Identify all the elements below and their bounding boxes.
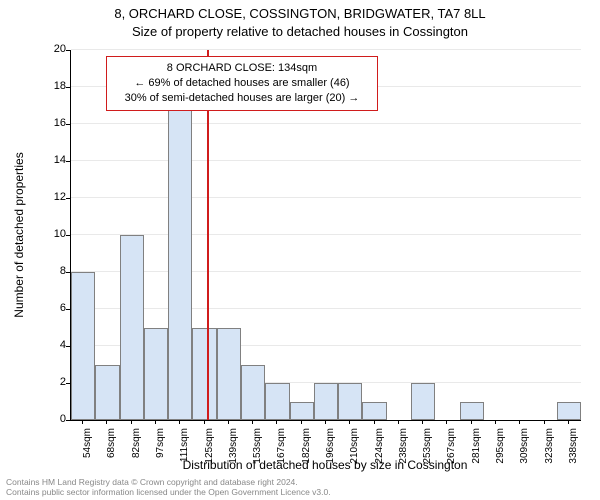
y-tick-mark	[66, 420, 70, 421]
attribution-line-1: Contains HM Land Registry data © Crown c…	[6, 477, 331, 488]
chart-title-line2: Size of property relative to detached ho…	[0, 24, 600, 39]
chart-title-line1: 8, ORCHARD CLOSE, COSSINGTON, BRIDGWATER…	[0, 6, 600, 21]
grid-line	[71, 234, 581, 235]
x-tick-mark	[204, 420, 205, 424]
y-tick-mark	[66, 198, 70, 199]
y-tick-label: 10	[36, 228, 66, 240]
histogram-bar	[362, 402, 386, 421]
y-tick-mark	[66, 309, 70, 310]
grid-line	[71, 123, 581, 124]
x-tick-mark	[179, 420, 180, 424]
y-tick-label: 12	[36, 191, 66, 203]
y-tick-mark	[66, 383, 70, 384]
histogram-bar	[411, 383, 435, 420]
x-tick-mark	[495, 420, 496, 424]
x-tick-mark	[131, 420, 132, 424]
histogram-bar	[314, 383, 338, 420]
y-tick-mark	[66, 272, 70, 273]
y-tick-label: 14	[36, 154, 66, 166]
grid-line	[71, 271, 581, 272]
grid-line	[71, 308, 581, 309]
y-tick-mark	[66, 87, 70, 88]
x-tick-mark	[544, 420, 545, 424]
histogram-bar	[168, 87, 192, 420]
y-tick-label: 20	[36, 43, 66, 55]
histogram-bar	[217, 328, 241, 421]
infobox-line: 8 ORCHARD CLOSE: 134sqm	[115, 61, 369, 76]
y-tick-label: 18	[36, 80, 66, 92]
x-tick-mark	[228, 420, 229, 424]
y-axis-label: Number of detached properties	[12, 70, 26, 235]
y-tick-label: 2	[36, 376, 66, 388]
x-tick-mark	[422, 420, 423, 424]
x-tick-mark	[519, 420, 520, 424]
chart-container: 8, ORCHARD CLOSE, COSSINGTON, BRIDGWATER…	[0, 0, 600, 500]
x-tick-mark	[374, 420, 375, 424]
x-tick-mark	[568, 420, 569, 424]
x-tick-mark	[301, 420, 302, 424]
x-tick-mark	[349, 420, 350, 424]
x-tick-mark	[471, 420, 472, 424]
histogram-bar	[192, 328, 216, 421]
histogram-bar	[557, 402, 581, 421]
histogram-bar	[265, 383, 289, 420]
y-tick-mark	[66, 124, 70, 125]
histogram-bar	[290, 402, 314, 421]
x-tick-mark	[325, 420, 326, 424]
attribution-line-2: Contains public sector information licen…	[6, 487, 331, 498]
x-tick-mark	[155, 420, 156, 424]
histogram-bar	[71, 272, 95, 420]
y-tick-mark	[66, 346, 70, 347]
x-tick-mark	[276, 420, 277, 424]
marker-infobox: 8 ORCHARD CLOSE: 134sqm← 69% of detached…	[106, 56, 378, 111]
grid-line	[71, 160, 581, 161]
infobox-line: 30% of semi-detached houses are larger (…	[115, 91, 369, 106]
histogram-bar	[95, 365, 119, 421]
histogram-bar	[338, 383, 362, 420]
x-tick-mark	[398, 420, 399, 424]
infobox-line: ← 69% of detached houses are smaller (46…	[115, 76, 369, 91]
attribution-text: Contains HM Land Registry data © Crown c…	[6, 477, 331, 498]
x-axis-label: Distribution of detached houses by size …	[70, 458, 580, 472]
histogram-bar	[241, 365, 265, 421]
histogram-bar	[144, 328, 168, 421]
y-tick-label: 6	[36, 302, 66, 314]
x-tick-mark	[106, 420, 107, 424]
x-tick-mark	[82, 420, 83, 424]
y-tick-label: 0	[36, 413, 66, 425]
y-tick-mark	[66, 50, 70, 51]
histogram-bar	[460, 402, 484, 421]
y-tick-mark	[66, 161, 70, 162]
grid-line	[71, 197, 581, 198]
y-tick-label: 16	[36, 117, 66, 129]
y-tick-label: 4	[36, 339, 66, 351]
y-tick-mark	[66, 235, 70, 236]
histogram-bar	[120, 235, 144, 420]
y-tick-label: 8	[36, 265, 66, 277]
grid-line	[71, 49, 581, 50]
x-tick-mark	[446, 420, 447, 424]
x-tick-mark	[252, 420, 253, 424]
